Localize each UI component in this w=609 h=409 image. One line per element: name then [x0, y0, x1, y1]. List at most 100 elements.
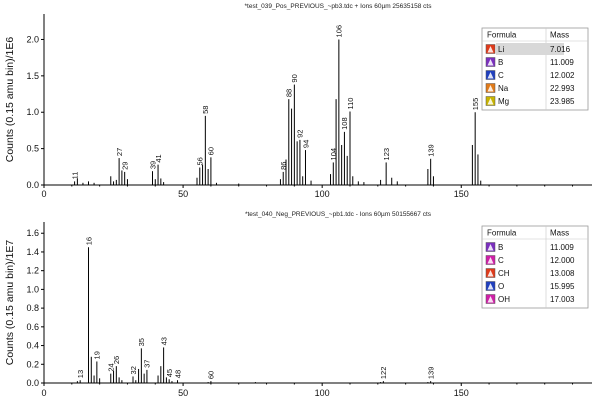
legend-formula: C: [498, 71, 504, 80]
legend-row[interactable]: OH 17.003: [485, 294, 575, 305]
legend-panel: [481, 27, 589, 111]
peak-label: 60: [207, 147, 216, 155]
legend-formula: CH: [498, 269, 510, 278]
legend-row[interactable]: B 11.009: [485, 57, 574, 68]
peak-label: 29: [120, 162, 129, 170]
x-tick-label: 100: [315, 388, 330, 398]
peak-label: 56: [196, 157, 205, 165]
legend-row[interactable]: O 15.995: [485, 281, 575, 292]
legend-header-mass[interactable]: Mass: [550, 31, 569, 40]
peak-marker-icon: [487, 59, 494, 66]
peak-marker-icon: [487, 270, 494, 277]
positive-ion-spectrum: *test_039_Pos_PREVIOUS_~pb3.tdc + Ions 6…: [4, 3, 592, 199]
peak-label: 27: [115, 148, 124, 156]
peak-label: 32: [129, 366, 138, 374]
legend-formula: Li: [498, 45, 504, 54]
y-tick-label: 2.0: [26, 34, 39, 44]
y-axis-label: Counts (0.15 amu bin)/1E6: [4, 37, 16, 163]
y-tick-label: 1.4: [26, 247, 39, 257]
legend-mass: 11.009: [550, 243, 574, 252]
peak-marker-icon: [487, 257, 494, 264]
peak-label: 139: [426, 367, 435, 380]
legend-mass: 15.995: [550, 282, 575, 291]
legend-formula: B: [498, 58, 503, 67]
y-tick-label: 0.6: [26, 322, 39, 332]
x-tick-label: 150: [454, 189, 469, 199]
legend-header-formula[interactable]: Formula: [487, 229, 517, 238]
legend-row[interactable]: C 12.000: [485, 255, 575, 266]
legend-row-highlight: [496, 43, 564, 55]
peak-marker-icon: [487, 72, 494, 79]
legend-panel: [481, 225, 589, 309]
legend-mass: 23.985: [550, 97, 575, 106]
peak-label: 92: [296, 130, 305, 138]
peak-label: 60: [207, 371, 216, 379]
peak-label: 24: [107, 363, 116, 371]
peak-label: 106: [335, 25, 344, 38]
peak-marker-icon: [487, 283, 494, 290]
y-tick-label: 0.0: [26, 180, 39, 190]
negative-ion-spectrum: *test_040_Neg_PREVIOUS_~pb1.tdc - Ions 6…: [4, 211, 592, 398]
peak-label: 139: [426, 144, 435, 157]
legend-row[interactable]: B 11.009: [485, 242, 574, 253]
y-tick-label: 0.4: [26, 341, 39, 351]
peak-label: 43: [159, 337, 168, 345]
peak-label: 45: [165, 369, 174, 377]
legend-formula: B: [498, 243, 503, 252]
legend-row[interactable]: Mg 23.985: [485, 96, 575, 107]
peak-label: 90: [290, 74, 299, 82]
y-tick-label: 1.2: [26, 266, 39, 276]
peak-label: 108: [340, 117, 349, 130]
peak-marker-icon: [487, 98, 494, 105]
legend-mass: 7.016: [550, 45, 571, 54]
formula-mass-legend[interactable]: Formula Mass B 11.009 C 12.000 CH 13.008 O 15.995…: [481, 225, 589, 309]
legend-mass: 12.002: [550, 71, 575, 80]
peak-label: 39: [148, 161, 157, 169]
x-tick-label: 100: [315, 189, 330, 199]
y-tick-label: 0.2: [26, 359, 39, 369]
peak-label: 86: [279, 162, 288, 170]
legend-header-formula[interactable]: Formula: [487, 31, 517, 40]
x-tick-label: 0: [41, 189, 46, 199]
y-axis-label: Counts (0.15 amu bin)/1E7: [4, 240, 16, 366]
y-tick-label: 1.0: [26, 284, 39, 294]
legend-row[interactable]: C 12.002: [485, 70, 575, 81]
legend-mass: 17.003: [550, 295, 575, 304]
peak-label: 104: [329, 148, 338, 161]
peak-label: 41: [154, 154, 163, 162]
y-tick-label: 1.6: [26, 228, 39, 238]
legend-row[interactable]: CH 13.008: [485, 268, 575, 279]
legend-mass: 12.000: [550, 256, 575, 265]
legend-formula: O: [498, 282, 504, 291]
x-tick-label: 150: [454, 388, 469, 398]
legend-formula: Na: [498, 84, 509, 93]
y-tick-label: 1.5: [26, 71, 39, 81]
peak-label: 13: [76, 370, 85, 378]
y-tick-label: 0.0: [26, 378, 39, 388]
legend-mass: 11.009: [550, 58, 574, 67]
x-tick-label: 50: [178, 388, 188, 398]
peak-label: 48: [173, 370, 182, 378]
peak-label: 26: [112, 356, 121, 364]
peak-label: 58: [201, 106, 210, 114]
peak-label: 155: [471, 98, 480, 111]
peak-label: 88: [285, 89, 294, 97]
legend-mass: 22.993: [550, 84, 575, 93]
legend-row[interactable]: Na 22.993: [485, 83, 575, 94]
legend-row[interactable]: Li 7.016: [485, 43, 571, 55]
peak-label: 94: [301, 140, 310, 148]
chart-title: *test_040_Neg_PREVIOUS_~pb1.tdc - Ions 6…: [245, 211, 432, 218]
peak-label: 16: [84, 237, 93, 245]
formula-mass-legend[interactable]: Formula Mass Li 7.016 B 11.009 C 12.002 Na 22.993…: [481, 27, 589, 111]
legend-header-mass[interactable]: Mass: [550, 229, 569, 238]
y-tick-label: 1.0: [26, 107, 39, 117]
chart-title: *test_039_Pos_PREVIOUS_~pb3.tdc + Ions 6…: [245, 3, 433, 10]
y-tick-label: 0.8: [26, 303, 39, 313]
x-tick-label: 50: [178, 189, 188, 199]
peak-label: 123: [382, 148, 391, 161]
x-tick-label: 0: [41, 388, 46, 398]
legend-mass: 13.008: [550, 269, 575, 278]
peak-label: 122: [379, 367, 388, 380]
peak-label: 110: [346, 98, 355, 110]
